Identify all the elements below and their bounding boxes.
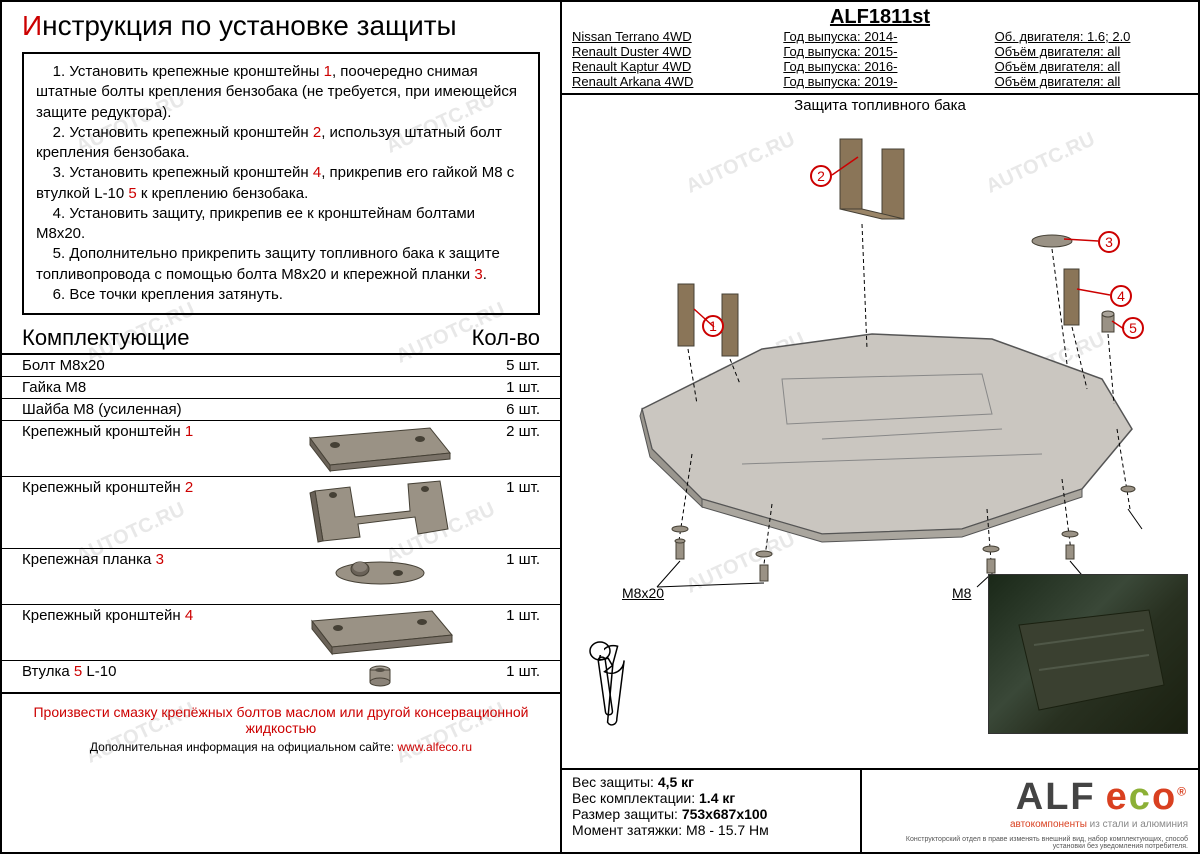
table-row: Болт М8х20 5 шт. (2, 355, 560, 376)
part-qty: 1 шт. (480, 379, 540, 396)
left-column: Инструкция по установке защиты 1. Устано… (2, 2, 562, 852)
parts-header: Комплектующие Кол-во (2, 321, 560, 355)
page-title: Инструкция по установке защиты (2, 2, 560, 46)
part-qty: 2 шт. (480, 423, 540, 440)
site-link[interactable]: www.alfeco.ru (397, 740, 472, 754)
part-image (280, 551, 480, 591)
title-rest: нструкция по установке защиты (42, 10, 457, 41)
table-row: Втулка 5 L-10 1 шт. (2, 660, 560, 692)
part-image (280, 607, 480, 657)
product-header: ALF1811st Nissan Terrano 4WD Renault Dus… (562, 2, 1198, 95)
callout-2: 2 (810, 165, 832, 187)
callout-3: 3 (1098, 231, 1120, 253)
exploded-diagram (562, 109, 1192, 589)
car-engines: Об. двигателя: 1.6; 2.0 Объём двигателя:… (995, 29, 1188, 89)
car-years: Год выпуска: 2014- Год выпуска: 2015- Го… (783, 29, 976, 89)
car-names: Nissan Terrano 4WD Renault Duster 4WD Re… (572, 29, 765, 89)
table-row: Гайка М8 1 шт. (2, 376, 560, 398)
part-name: Крепежный кронштейн 1 (22, 423, 280, 440)
part-name: Крепежный кронштейн 4 (22, 607, 280, 624)
bottom-info: Вес защиты: 4,5 кг Вес комплектации: 1.4… (562, 768, 1198, 852)
part-name: Болт М8х20 (22, 357, 480, 374)
logo-tagline: автокомпоненты из стали и алюминия (872, 819, 1188, 830)
spec-row: Вес защиты: 4,5 кг (572, 774, 850, 790)
table-row: Крепежный кронштейн 1 2 шт. (2, 420, 560, 476)
part-name: Крепежная планка 3 (22, 551, 280, 568)
specs: Вес защиты: 4,5 кг Вес комплектации: 1.4… (562, 770, 862, 852)
callout-5: 5 (1122, 317, 1144, 339)
part-name: Шайба М8 (усиленная) (22, 401, 480, 418)
part-image (280, 663, 480, 689)
instruction-step: 2. Установить крепежный кронштейн 2, исп… (36, 123, 526, 164)
car-compat-table: Nissan Terrano 4WD Renault Duster 4WD Re… (572, 29, 1188, 89)
callout-1: 1 (702, 315, 724, 337)
wrench-icon (578, 637, 638, 732)
instruction-step: 5. Дополнительно прикрепить защиту топли… (36, 244, 526, 285)
spec-row: Размер защиты: 753х687х100 (572, 806, 850, 822)
qty-header-label: Кол-во (472, 325, 540, 351)
page: AUTOTC.RU AUTOTC.RU AUTOTC.RU AUTOTC.RU … (0, 0, 1200, 854)
logo-area: ALFeco® автокомпоненты из стали и алюмин… (862, 770, 1198, 852)
right-column: ALF1811st Nissan Terrano 4WD Renault Dus… (562, 2, 1198, 852)
product-code: ALF1811st (572, 6, 1188, 29)
parts-header-label: Комплектующие (22, 325, 189, 351)
part-name: Втулка 5 L-10 (22, 663, 280, 680)
title-first-letter: И (22, 10, 42, 41)
logo: ALFeco® (872, 776, 1188, 819)
warning-text: Произвести смазку крепёжных болтов масло… (22, 704, 540, 736)
spec-row: Вес комплектации: 1.4 кг (572, 790, 850, 806)
part-qty: 1 шт. (480, 551, 540, 568)
part-image (280, 479, 480, 545)
disclaimer: Конструкторский отдел в праве изменять в… (872, 836, 1188, 850)
table-row: Шайба М8 (усиленная) 6 шт. (2, 398, 560, 420)
part-qty: 1 шт. (480, 663, 540, 680)
instruction-step: 6. Все точки крепления затянуть. (36, 285, 526, 305)
part-image (280, 423, 480, 473)
instruction-step: 4. Установить защиту, прикрепив ее к кро… (36, 204, 526, 245)
part-qty: 6 шт. (480, 401, 540, 418)
diagram-area: Защита топливного бака (562, 95, 1198, 852)
part-qty: 1 шт. (480, 607, 540, 624)
label-m8x20: M8x20 (622, 585, 664, 601)
callout-4: 4 (1110, 285, 1132, 307)
table-row: Крепежный кронштейн 4 1 шт. (2, 604, 560, 660)
installed-photo (988, 574, 1188, 734)
part-qty: 1 шт. (480, 479, 540, 496)
more-info: Дополнительная информация на официальном… (22, 740, 540, 754)
table-row: Крепежная планка 3 1 шт. (2, 548, 560, 604)
instruction-step: 3. Установить крепежный кронштейн 4, при… (36, 163, 526, 204)
label-m8: M8 (952, 585, 971, 601)
table-row: Крепежный кронштейн 2 1 шт. (2, 476, 560, 548)
part-qty: 5 шт. (480, 357, 540, 374)
spec-row: Момент затяжки: М8 - 15.7 Нм (572, 822, 850, 838)
part-name: Крепежный кронштейн 2 (22, 479, 280, 496)
instruction-step: 1. Установить крепежные кронштейны 1, по… (36, 62, 526, 123)
instructions-box: 1. Установить крепежные кронштейны 1, по… (22, 52, 540, 315)
parts-table: Болт М8х20 5 шт. Гайка М8 1 шт. Шайба М8… (2, 355, 560, 694)
footer-left: Произвести смазку крепёжных болтов масло… (2, 694, 560, 760)
part-name: Гайка М8 (22, 379, 480, 396)
